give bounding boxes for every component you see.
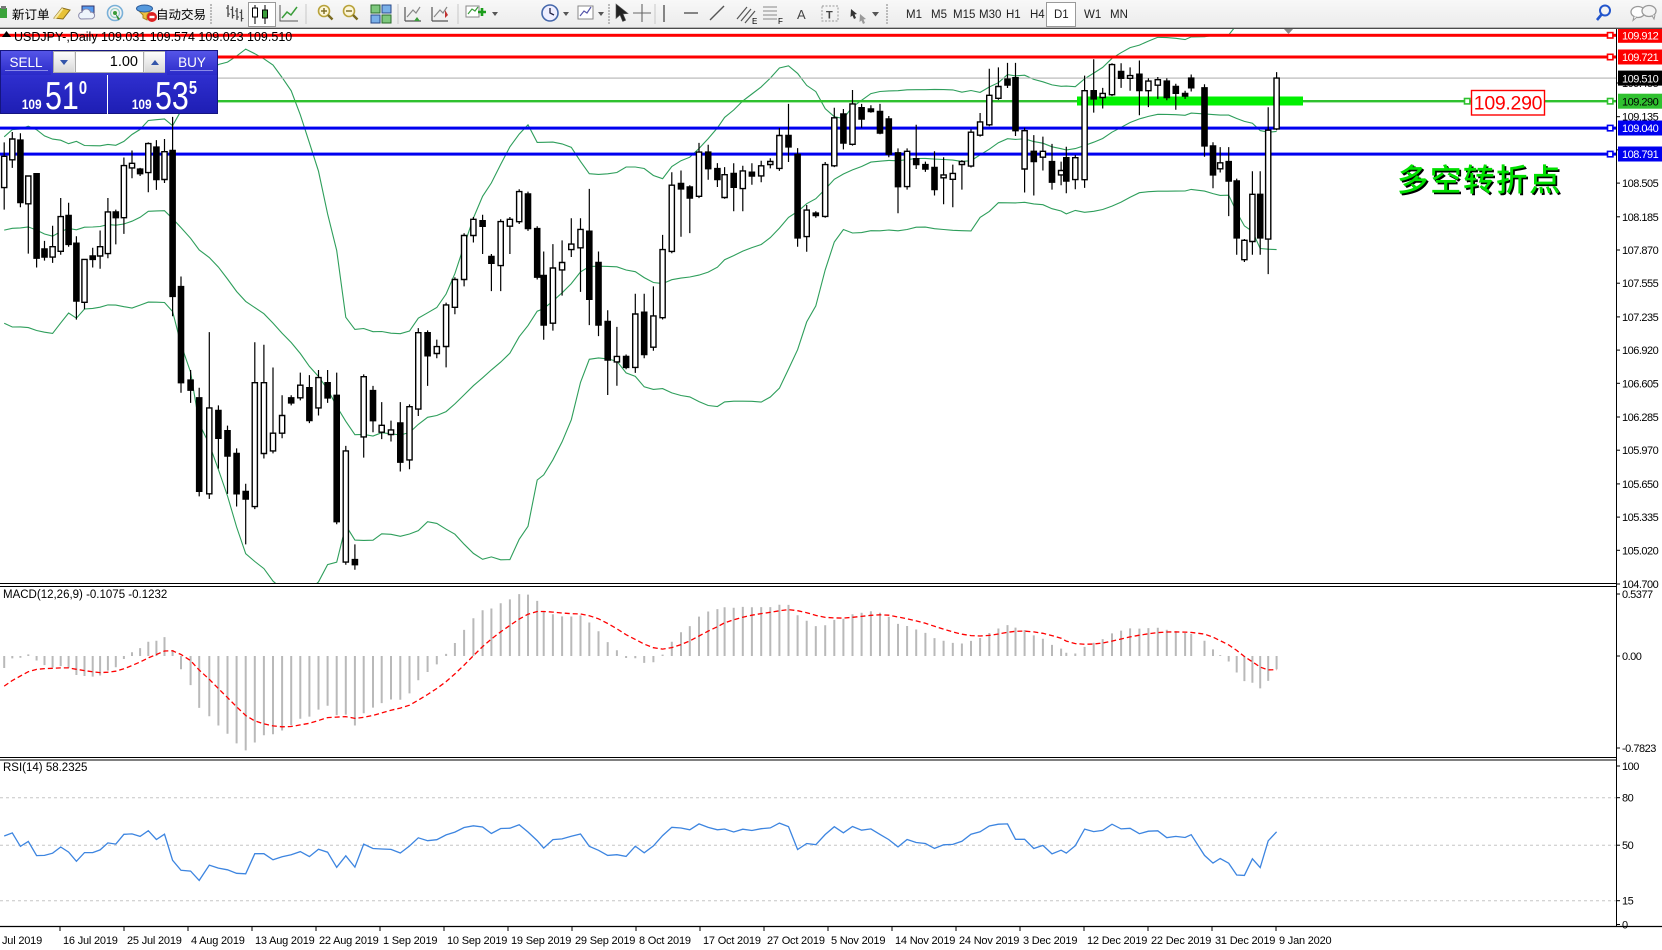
svg-text:106.285: 106.285 [1622, 412, 1659, 424]
svg-text:12 Dec 2019: 12 Dec 2019 [1087, 935, 1147, 947]
svg-text:1 Sep 2019: 1 Sep 2019 [383, 935, 437, 947]
svg-text:M1: M1 [906, 9, 922, 21]
svg-text:M5: M5 [931, 9, 947, 21]
svg-text:0.00: 0.00 [1622, 651, 1642, 663]
svg-text:105.650: 105.650 [1622, 479, 1659, 491]
svg-text:109.290: 109.290 [1622, 96, 1659, 108]
svg-text:24 Nov 2019: 24 Nov 2019 [959, 935, 1019, 947]
svg-text:0: 0 [1622, 920, 1628, 932]
svg-text:50: 50 [1622, 840, 1634, 852]
svg-text:H4: H4 [1030, 9, 1045, 21]
svg-text:108.185: 108.185 [1622, 212, 1659, 224]
svg-text:109.290: 109.290 [1474, 93, 1543, 115]
svg-text:25 Jul 2019: 25 Jul 2019 [127, 935, 182, 947]
svg-text:109.721: 109.721 [1622, 52, 1659, 64]
svg-text:T: T [826, 10, 833, 22]
svg-text:29 Sep 2019: 29 Sep 2019 [575, 935, 635, 947]
svg-text:109.510: 109.510 [1622, 73, 1659, 85]
svg-text:W1: W1 [1084, 9, 1101, 21]
svg-text:109.040: 109.040 [1622, 123, 1659, 135]
svg-text:M15: M15 [953, 9, 975, 21]
svg-text:31 Dec 2019: 31 Dec 2019 [1215, 935, 1275, 947]
svg-text:107.555: 107.555 [1622, 278, 1659, 290]
svg-text:4 Aug 2019: 4 Aug 2019 [191, 935, 245, 947]
svg-text:5 Nov 2019: 5 Nov 2019 [831, 935, 885, 947]
svg-text:15: 15 [1622, 896, 1634, 908]
svg-text:14 Nov 2019: 14 Nov 2019 [895, 935, 955, 947]
svg-text:104.700: 104.700 [1622, 579, 1659, 591]
svg-text:105.020: 105.020 [1622, 545, 1659, 557]
svg-text:16 Jul 2019: 16 Jul 2019 [63, 935, 118, 947]
svg-text:108.505: 108.505 [1622, 178, 1659, 190]
svg-text:E: E [752, 17, 757, 26]
svg-text:MACD(12,26,9) -0.1075 -0.1232: MACD(12,26,9) -0.1075 -0.1232 [3, 589, 167, 601]
svg-text:80: 80 [1622, 793, 1634, 805]
svg-text:106.920: 106.920 [1622, 345, 1659, 357]
svg-text:27 Oct 2019: 27 Oct 2019 [767, 935, 825, 947]
svg-text:9 Jan 2020: 9 Jan 2020 [1279, 935, 1332, 947]
svg-text:RSI(14) 58.2325: RSI(14) 58.2325 [3, 762, 87, 774]
svg-text:17 Oct 2019: 17 Oct 2019 [703, 935, 761, 947]
svg-text:22 Dec 2019: 22 Dec 2019 [1151, 935, 1211, 947]
svg-text:MN: MN [1110, 9, 1128, 21]
svg-text:22 Aug 2019: 22 Aug 2019 [319, 935, 379, 947]
svg-text:105.335: 105.335 [1622, 512, 1659, 524]
svg-text:108.791: 108.791 [1622, 149, 1659, 161]
svg-text:106.605: 106.605 [1622, 378, 1659, 390]
svg-text:8 Oct 2019: 8 Oct 2019 [639, 935, 691, 947]
svg-text:H1: H1 [1006, 9, 1021, 21]
svg-text:D1: D1 [1054, 9, 1069, 21]
svg-text:Jul 2019: Jul 2019 [2, 935, 42, 947]
svg-text:105.970: 105.970 [1622, 445, 1659, 457]
svg-text:107.235: 107.235 [1622, 312, 1659, 324]
svg-text:A: A [797, 7, 806, 22]
svg-text:19 Sep 2019: 19 Sep 2019 [511, 935, 571, 947]
svg-text:0.5377: 0.5377 [1622, 589, 1653, 601]
svg-text:100: 100 [1622, 761, 1639, 773]
svg-text:-0.7823: -0.7823 [1622, 743, 1656, 755]
svg-text:USDJPY-,Daily 109.031 109.574: USDJPY-,Daily 109.031 109.574 109.023 10… [14, 30, 292, 44]
svg-text:F: F [778, 17, 783, 26]
svg-text:107.870: 107.870 [1622, 245, 1659, 257]
svg-text:13 Aug 2019: 13 Aug 2019 [255, 935, 315, 947]
svg-text:3 Dec 2019: 3 Dec 2019 [1023, 935, 1077, 947]
svg-text:M30: M30 [979, 9, 1001, 21]
svg-text:10 Sep 2019: 10 Sep 2019 [447, 935, 507, 947]
svg-text:109.912: 109.912 [1622, 31, 1659, 43]
